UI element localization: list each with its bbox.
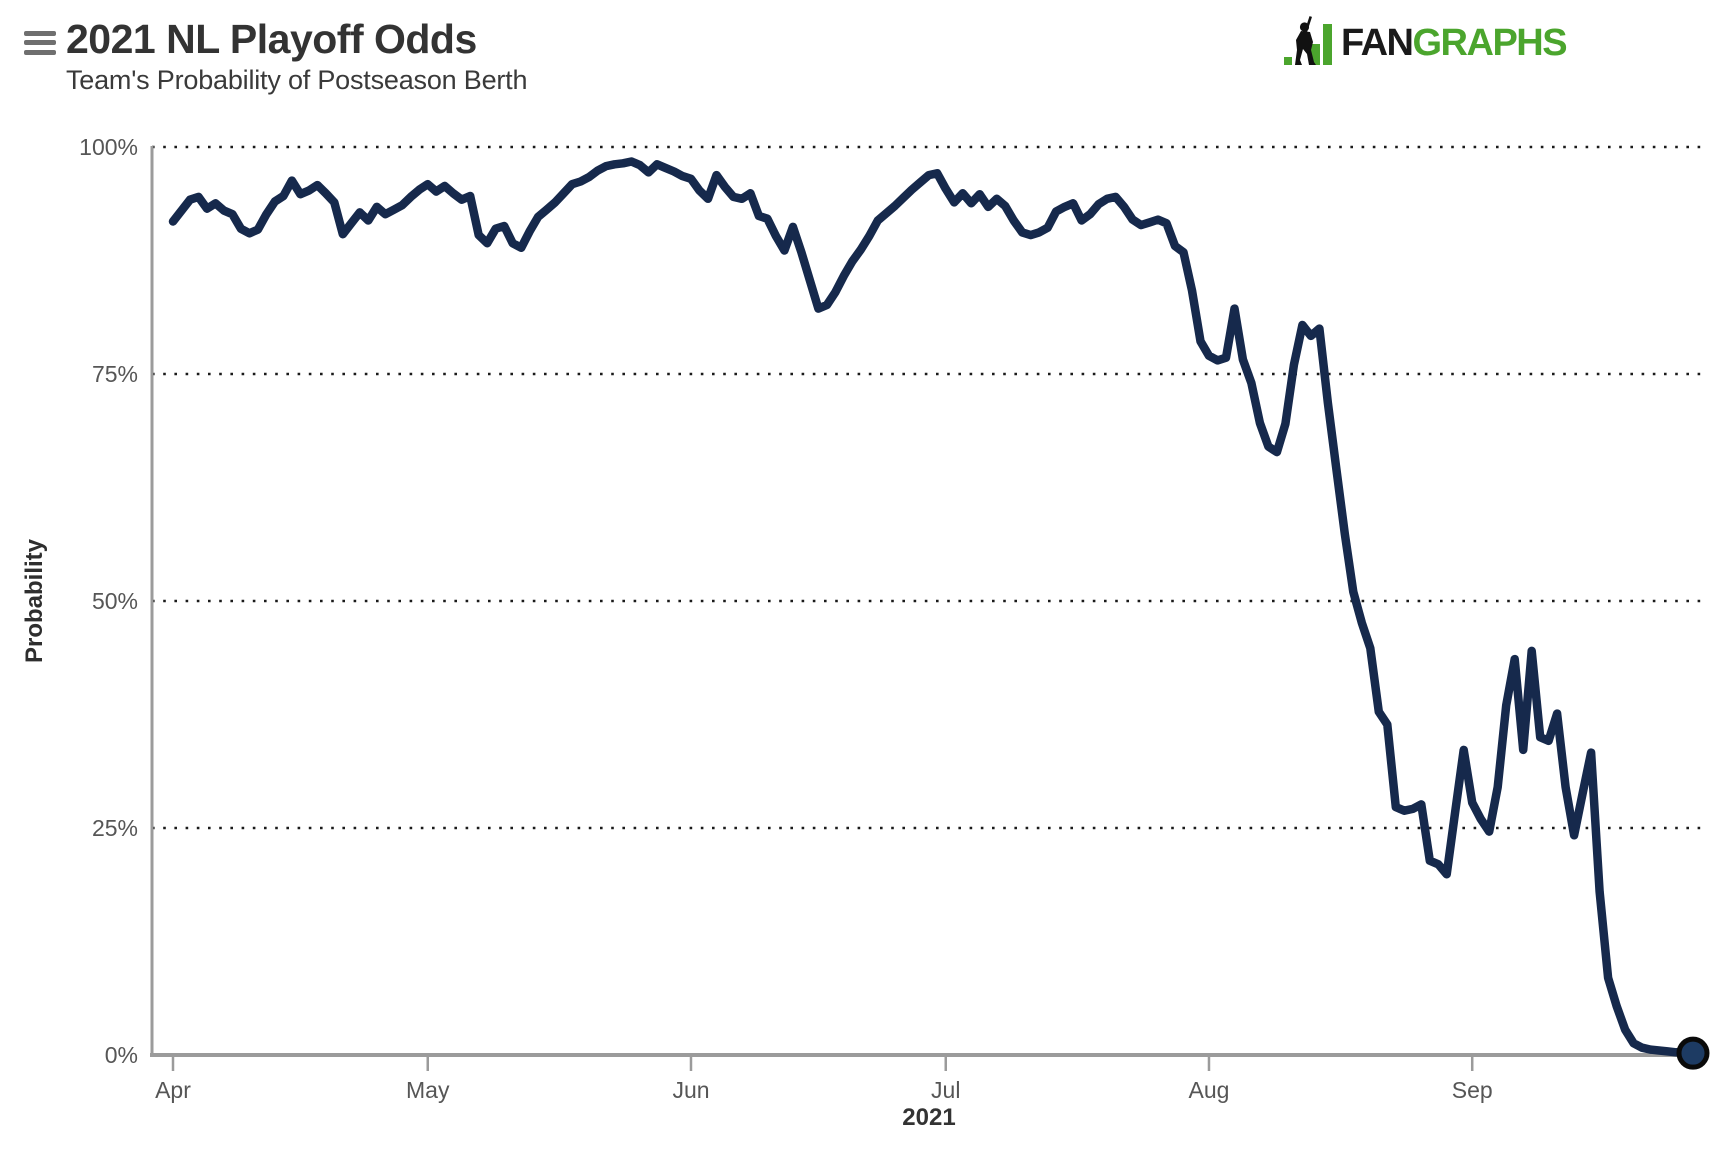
x-tick-label: May: [406, 1077, 450, 1103]
fangraphs-wordmark: FANGRAPHS: [1341, 20, 1568, 66]
y-tick-label: 50%: [92, 588, 138, 614]
x-tick-label: Sep: [1452, 1077, 1493, 1103]
y-tick-label: 100%: [79, 134, 138, 160]
gridlines: [152, 145, 1706, 830]
page-subtitle: Team's Probability of Postseason Berth: [66, 65, 528, 96]
x-tick-label: Jul: [931, 1077, 960, 1103]
logo-text-graphs: GRAPHS: [1412, 22, 1568, 64]
x-tick-labels: Apr May Jun Jul Aug Sep: [155, 1057, 1493, 1103]
x-tick-label: Aug: [1189, 1077, 1230, 1103]
hamburger-icon: [24, 40, 56, 46]
y-tick-labels: 100% 75% 50% 25% 0%: [79, 134, 138, 1068]
logo-text-fan: FAN: [1341, 22, 1414, 64]
menu-button[interactable]: [24, 30, 58, 60]
final-point-marker[interactable]: [1676, 1036, 1710, 1070]
y-tick-label: 25%: [92, 815, 138, 841]
y-axis-title: Probability: [21, 538, 48, 663]
y-tick-label: 0%: [105, 1042, 138, 1068]
x-tick-label: Jun: [672, 1077, 709, 1103]
page-title: 2021 NL Playoff Odds: [66, 16, 477, 62]
fangraphs-batter-bars-icon: [1284, 16, 1332, 65]
y-tick-label: 75%: [92, 361, 138, 387]
x-tick-label: Apr: [155, 1077, 191, 1103]
odds-line[interactable]: [168, 157, 1698, 1058]
hamburger-icon: [24, 49, 56, 55]
x-axis-title: 2021: [902, 1104, 955, 1131]
hamburger-icon: [24, 30, 56, 36]
fangraphs-logo[interactable]: FANGRAPHS: [1283, 16, 1568, 66]
